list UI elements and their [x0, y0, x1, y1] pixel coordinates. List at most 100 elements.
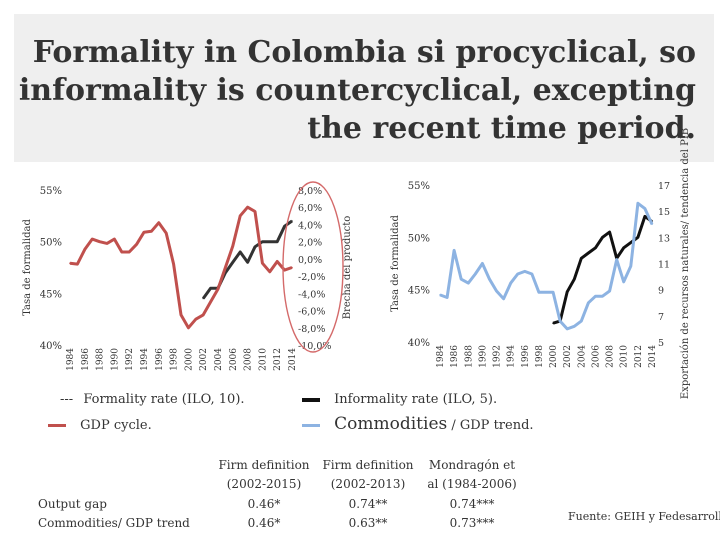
legend-commodities-rest: / GDP trend. — [447, 418, 534, 433]
y-right-tick-label: -6,0% — [298, 307, 325, 318]
legend-informality-label: Informality rate (ILO, 5). — [334, 392, 498, 407]
x-tick-label: 2008 — [606, 345, 616, 368]
table-cell: 0.46* — [247, 515, 281, 530]
y-left-tick-label: 40% — [408, 338, 430, 349]
data-point — [495, 290, 498, 292]
data-point — [239, 215, 241, 217]
data-point — [121, 251, 123, 253]
data-point — [202, 297, 204, 300]
data-point — [254, 246, 256, 248]
data-point — [524, 270, 526, 273]
data-point — [622, 281, 625, 283]
x-tick-label: 1988 — [96, 348, 106, 371]
y-right-tick-label: -10,0% — [298, 341, 331, 352]
data-point — [165, 232, 167, 234]
data-point — [630, 241, 632, 244]
data-point — [135, 243, 138, 246]
y-right-tick-label: 11 — [658, 260, 670, 271]
data-point — [180, 314, 182, 316]
table-cell: 0.73*** — [449, 515, 495, 530]
data-point — [232, 261, 234, 264]
data-point — [269, 240, 271, 243]
data-point — [76, 263, 79, 265]
data-point — [187, 327, 190, 329]
data-point — [608, 290, 611, 292]
data-point — [601, 236, 604, 239]
table-row-label: Commodities/ GDP trend — [38, 515, 190, 530]
chart-formality-gdp: 40% 45% 50% 55% 8,0% 6,0% 4,0% 2,0% 0,0% -2,0% -4,… — [22, 181, 353, 371]
data-point — [202, 314, 204, 316]
x-tick-label: 2010 — [620, 345, 630, 368]
data-point — [594, 247, 597, 249]
table-row: Output gap 0.46* 0.74** 0.74*** — [32, 494, 524, 513]
x-tick-label: 1986 — [81, 348, 91, 371]
data-point — [587, 302, 590, 304]
y-left-tick-label: 50% — [40, 238, 62, 249]
legend-commodities: Commodities / GDP trend. — [302, 414, 534, 434]
x-tick-label: 2006 — [591, 345, 601, 368]
title-box: Formality in Colombia si procyclical, so… — [14, 14, 714, 162]
data-point — [69, 262, 71, 265]
data-point — [587, 252, 590, 254]
data-point — [552, 291, 554, 294]
data-point — [644, 207, 646, 210]
y-right-tick-label: 17 — [658, 181, 670, 192]
x-tick-label: 2000 — [549, 345, 559, 368]
y-right-tick-label: 6,0% — [298, 203, 322, 214]
data-point — [91, 238, 93, 240]
y-right-tick-label: 9 — [658, 286, 664, 297]
legend-formality: --- Formality rate (ILO, 10). — [60, 392, 245, 407]
data-point — [637, 236, 639, 239]
x-tick-label: 2010 — [258, 348, 268, 371]
legend-formality-marker: --- — [60, 392, 74, 407]
data-point — [545, 291, 547, 294]
y-right-tick-label: 0,0% — [298, 255, 322, 266]
legend-gdp: GDP cycle. — [48, 418, 152, 433]
x-tick-label: 1990 — [478, 345, 488, 368]
data-point — [446, 296, 448, 299]
data-point — [644, 215, 646, 218]
table-cell: 0.74** — [348, 496, 388, 511]
data-point — [113, 238, 116, 240]
y-right-axis-title: Exportación de recursos naturales/ tende… — [680, 128, 691, 399]
data-point — [143, 231, 145, 233]
x-tick-label: 2012 — [634, 345, 644, 368]
table-header-row: Firm definition (2002-2015) Firm definit… — [32, 456, 524, 494]
legend-informality: Informality rate (ILO, 5). — [302, 392, 497, 407]
data-point — [209, 287, 212, 290]
table-header: Firm definition (2002-2015) — [218, 458, 310, 491]
legend-formality-label: Formality rate (ILO, 10). — [83, 392, 245, 407]
x-tick-label: 1984 — [66, 348, 76, 371]
data-point — [651, 223, 653, 226]
y-left-tick-label: 55% — [408, 181, 430, 192]
data-point — [128, 251, 130, 253]
y-right-tick-label: -2,0% — [298, 272, 325, 283]
table-cell: 0.46* — [247, 496, 281, 511]
x-tick-label: 1994 — [507, 345, 517, 368]
data-point — [172, 263, 175, 265]
legend-informality-swatch — [302, 397, 320, 402]
x-tick-label: 2014 — [648, 345, 658, 368]
y-right-axis-title: Brecha del producto — [342, 216, 353, 320]
data-point — [573, 278, 576, 281]
page-title: Formality in Colombia si procyclical, so… — [18, 35, 696, 146]
data-point — [84, 248, 86, 251]
y-right-tick-label: 7 — [658, 312, 664, 323]
data-point — [608, 231, 611, 233]
data-point — [98, 240, 101, 243]
y-left-axis-title: Tasa de formalidad — [390, 215, 401, 312]
data-point — [276, 260, 279, 263]
data-point — [580, 257, 583, 260]
data-point — [224, 266, 227, 269]
y-left-tick-label: 50% — [408, 233, 430, 244]
x-tick-label: 2004 — [214, 348, 224, 371]
data-point — [481, 262, 484, 265]
data-point — [158, 221, 160, 224]
x-tick-label: 1994 — [140, 348, 150, 371]
x-tick-label: 2012 — [273, 348, 283, 371]
data-point — [531, 273, 533, 275]
series-line — [201, 219, 293, 300]
table-row-label: Output gap — [38, 496, 107, 511]
x-tick-label: 2004 — [577, 345, 587, 368]
data-point — [502, 298, 505, 300]
